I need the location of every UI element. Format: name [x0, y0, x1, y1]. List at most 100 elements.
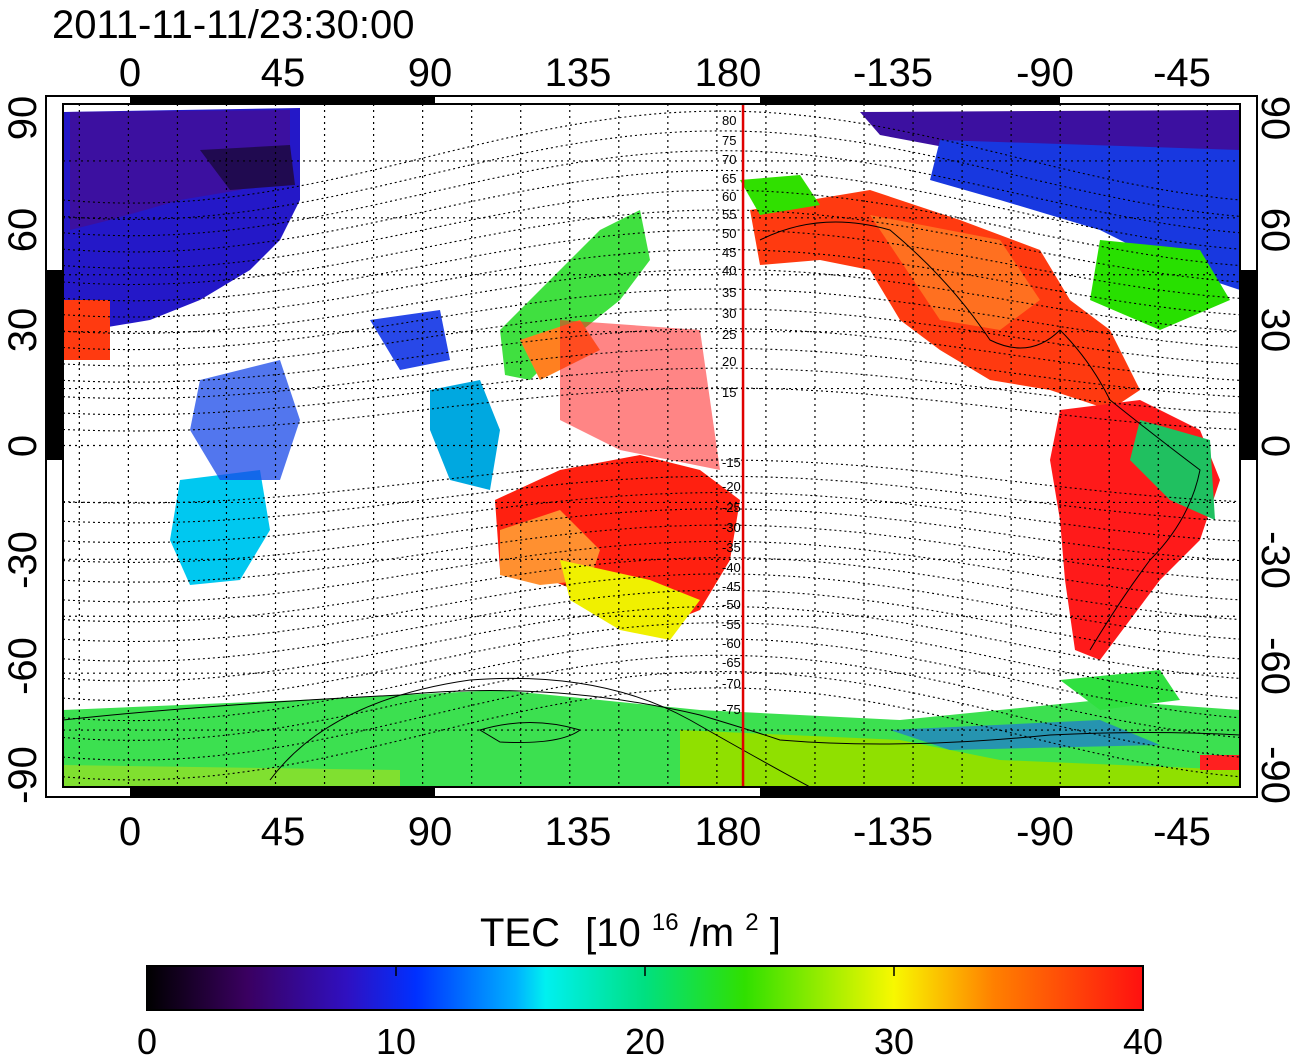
tec-region-antarctic-east [680, 730, 1240, 787]
latitude-tick-label: -30 [1, 531, 45, 589]
contour-label: -65 [722, 655, 741, 670]
colorbar-tick-label: 30 [874, 1021, 914, 1057]
latitude-tick-label: -30 [1253, 531, 1292, 589]
longitude-ticks-top: 0 45 90 135 180 -135 -90 -45 [119, 51, 1211, 95]
contour-label: -35 [722, 540, 741, 555]
contour-label: 60 [722, 189, 736, 204]
contour-label: -70 [722, 676, 741, 691]
magnetic-contour [63, 189, 1240, 269]
timestamp-title: 2011-11-11/23:30:00 [52, 3, 415, 47]
top-scale-bar-right [760, 96, 1060, 104]
contour-label: -45 [722, 579, 741, 594]
longitude-tick-label: 180 [695, 810, 762, 854]
longitude-tick-label: 180 [695, 51, 762, 95]
tec-region-patagonia [1060, 670, 1180, 710]
longitude-tick-label: -135 [853, 810, 933, 854]
colorbar-label-mid: /m [690, 911, 734, 955]
contour-label: -30 [722, 520, 741, 535]
contour-label: -55 [722, 617, 741, 632]
longitude-tick-label: 90 [408, 810, 453, 854]
left-scale-bar [46, 270, 63, 460]
longitude-ticks-bottom: 0 45 90 135 180 -135 -90 -45 [119, 810, 1211, 854]
magnetic-contour [63, 638, 1240, 722]
tec-region-dark-patch [200, 145, 295, 190]
tec-data-layer [63, 108, 1240, 787]
latitude-tick-label: -60 [1, 637, 45, 695]
magnetic-contour [63, 589, 1240, 662]
colorbar-label-exp2: 2 [745, 909, 758, 936]
bottom-scale-bar-right [760, 787, 1060, 796]
magnetic-contour [63, 475, 1240, 524]
contour-label: -40 [722, 560, 741, 575]
magnetic-contour [63, 508, 1240, 563]
latitude-ticks-right: 90 60 30 0 -30 -60 -90 [1253, 96, 1292, 804]
colorbar-tick-label: 20 [625, 1021, 665, 1057]
contour-label: -25 [722, 500, 741, 515]
latitude-tick-label: 0 [1, 435, 45, 457]
latitude-tick-label: 90 [1253, 96, 1292, 141]
tec-region-australia [495, 455, 740, 630]
tec-region-pacific-scatter [560, 320, 720, 470]
magnetic-contour [63, 557, 1240, 623]
magnetic-contour [63, 110, 1240, 204]
contour-label: 30 [722, 306, 736, 321]
contour-label: 35 [722, 285, 736, 300]
tec-region-east-canada [1090, 240, 1230, 330]
magnetic-contour [63, 573, 1240, 643]
magnetic-contour [63, 387, 1240, 432]
longitude-tick-label: -45 [1153, 810, 1211, 854]
magnetic-contour [63, 248, 1240, 318]
longitude-tick-label: -45 [1153, 51, 1211, 95]
magnetic-contour [63, 169, 1240, 253]
contour-label: -60 [722, 636, 741, 651]
colorbar-label: TEC [10 16 /m 2 ] [480, 895, 781, 955]
contour-label: 20 [722, 354, 736, 369]
bottom-scale-bar-left [130, 787, 435, 796]
tec-region-antarctic-patch [1200, 755, 1240, 770]
tec-region-alaska [740, 175, 820, 215]
latitude-tick-label: -90 [1253, 746, 1292, 804]
latitude-tick-label: 0 [1253, 435, 1292, 457]
magnetic-contour [63, 622, 1240, 702]
colorbar-ticks: 0 10 20 30 40 [137, 966, 1163, 1057]
contour-label: 50 [722, 226, 736, 241]
latitude-tick-label: 30 [1, 308, 45, 353]
tec-region-south-australia [560, 560, 700, 640]
latitude-tick-label: -90 [1, 746, 45, 804]
contour-label: 75 [722, 133, 736, 148]
magnetic-contours [63, 110, 1240, 781]
colorbar-label-exp: 16 [652, 909, 679, 936]
contour-label: 65 [722, 171, 736, 186]
tec-region-east-africa [190, 360, 300, 480]
magnetic-contour [63, 130, 1240, 220]
longitude-tick-label: 90 [408, 51, 453, 95]
coastlines [63, 221, 1240, 787]
magnetic-contour [63, 459, 1240, 504]
magnetic-contour [63, 229, 1240, 302]
latitude-tick-label: 30 [1253, 308, 1292, 353]
contour-label: 70 [722, 152, 736, 167]
magnetic-contour [63, 268, 1240, 334]
magnetic-contour [63, 605, 1240, 682]
latitude-ticks-left: 90 60 30 0 -30 -60 -90 [1, 96, 45, 804]
magnetic-contour [63, 150, 1240, 237]
graticule-grid [63, 104, 1240, 787]
latitude-tick-label: 60 [1, 208, 45, 253]
magnetic-contour [63, 540, 1240, 603]
contour-label: -20 [722, 479, 741, 494]
longitude-tick-label: 135 [545, 51, 612, 95]
right-scale-bar [1240, 270, 1257, 460]
longitude-tick-label: -90 [1016, 51, 1074, 95]
longitude-tick-label: -90 [1016, 810, 1074, 854]
contour-label: -75 [722, 702, 741, 717]
magnetic-contour [63, 671, 1240, 761]
latitude-tick-label: -60 [1253, 637, 1292, 695]
magnetic-contour [63, 492, 1240, 544]
magnetic-contour [63, 328, 1240, 383]
colorbar-label-main: TEC [480, 911, 560, 955]
latitude-tick-label: 60 [1253, 208, 1292, 253]
contour-label: 55 [722, 207, 736, 222]
magnetic-contour [63, 308, 1240, 367]
contour-label-group: 80 75 70 65 60 55 50 45 40 35 30 25 20 15 -15 -20 -25 -30… [722, 113, 741, 717]
